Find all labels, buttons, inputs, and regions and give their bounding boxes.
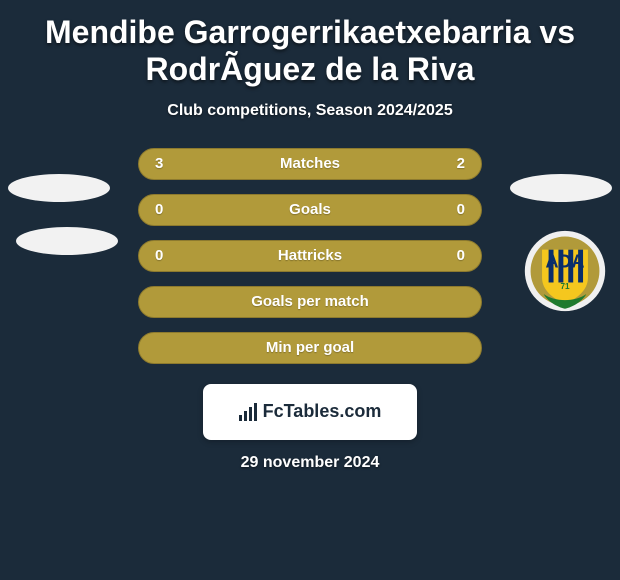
page-title: Mendibe Garrogerrikaetxebarria vs RodrÃ­… [0,14,620,88]
stat-row: 3Matches2 [138,148,482,180]
stat-row: Min per goal [138,332,482,364]
source-attribution: FcTables.com [203,384,417,440]
subtitle: Club competitions, Season 2024/2025 [0,102,620,120]
comparison-card: Mendibe Garrogerrikaetxebarria vs RodrÃ­… [0,0,620,580]
stat-value-right: 2 [425,155,465,172]
snapshot-date: 29 november 2024 [0,454,620,472]
stat-value-right: 0 [425,247,465,264]
stat-row: 0Hattricks0 [138,240,482,272]
stat-label: Matches [195,155,425,172]
club-b-badge: ADA 71 [524,230,606,312]
player-b-photo-placeholder [510,174,612,202]
stat-label: Goals [195,201,425,218]
stat-row: 0Goals0 [138,194,482,226]
stat-label: Goals per match [195,293,425,310]
player-a-photo-placeholder [8,174,110,202]
club-a-logo-placeholder [16,227,118,255]
stat-value-right: 0 [425,201,465,218]
stat-value-left: 0 [155,201,195,218]
bar-chart-icon [239,403,257,421]
stat-value-left: 3 [155,155,195,172]
svg-text:71: 71 [560,282,570,291]
svg-text:ADA: ADA [545,252,584,272]
stat-value-left: 0 [155,247,195,264]
stat-row: Goals per match [138,286,482,318]
source-label: FcTables.com [263,401,382,422]
stat-label: Hattricks [195,247,425,264]
stat-label: Min per goal [195,339,425,356]
